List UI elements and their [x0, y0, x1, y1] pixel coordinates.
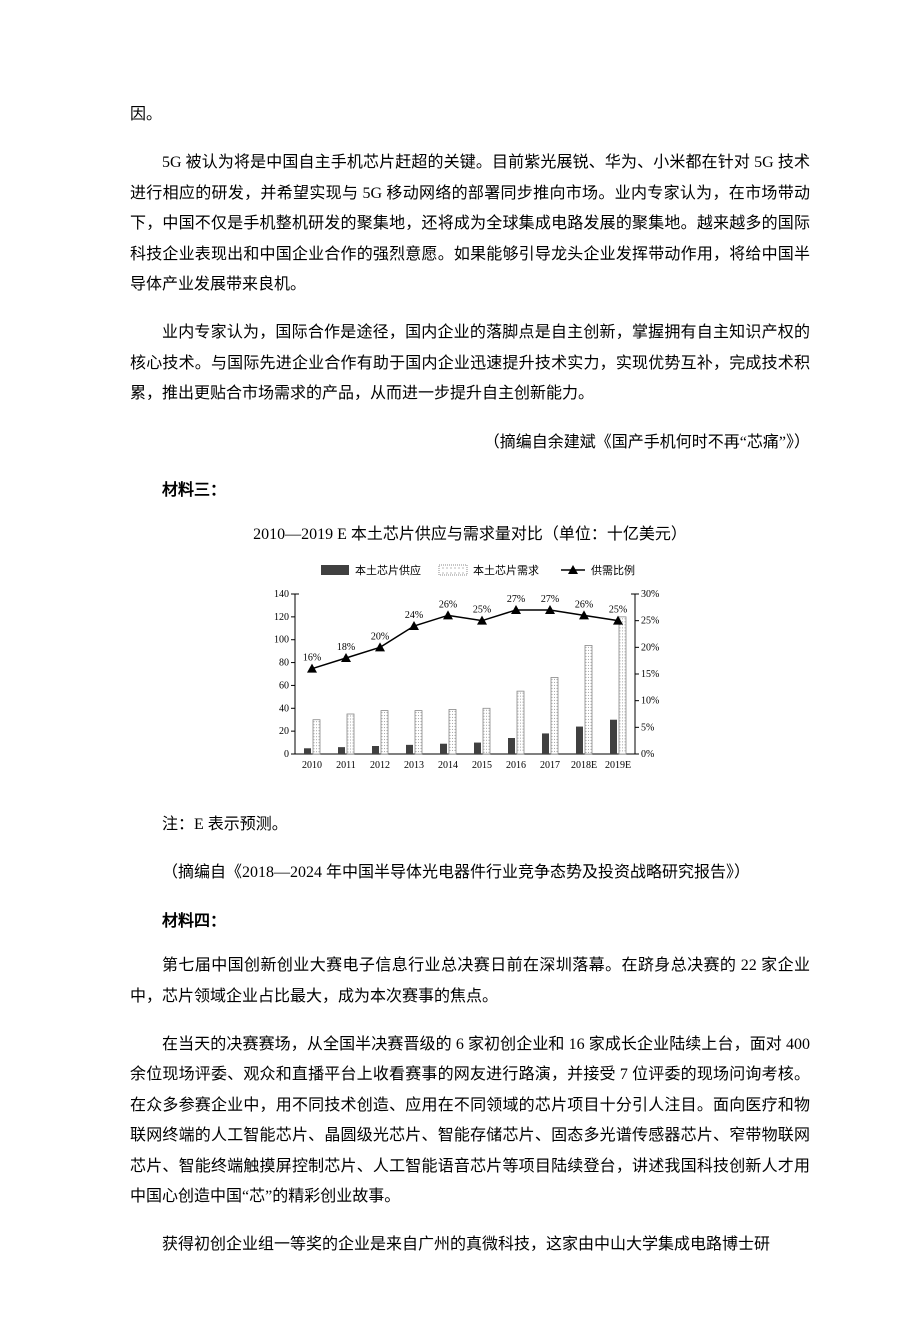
svg-text:25%: 25% — [473, 604, 491, 615]
svg-text:10%: 10% — [641, 695, 659, 706]
svg-text:18%: 18% — [337, 642, 355, 653]
svg-text:26%: 26% — [439, 599, 457, 610]
svg-text:2011: 2011 — [336, 760, 356, 771]
svg-text:2016: 2016 — [506, 760, 526, 771]
page: 因。 5G 被认为将是中国自主手机芯片赶超的关键。目前紫光展锐、华为、小米都在针… — [0, 0, 920, 1339]
svg-text:40: 40 — [279, 703, 289, 714]
svg-text:本土芯片需求: 本土芯片需求 — [473, 563, 539, 577]
svg-text:27%: 27% — [541, 594, 559, 605]
svg-text:80: 80 — [279, 657, 289, 668]
paragraph-5g: 5G 被认为将是中国自主手机芯片赶超的关键。目前紫光展锐、华为、小米都在针对 5… — [130, 148, 810, 300]
svg-text:120: 120 — [274, 612, 289, 623]
svg-text:5%: 5% — [641, 722, 654, 733]
svg-text:20: 20 — [279, 726, 289, 737]
svg-text:15%: 15% — [641, 669, 659, 680]
svg-text:2018E: 2018E — [571, 760, 597, 771]
svg-text:25%: 25% — [641, 615, 659, 626]
svg-text:140: 140 — [274, 589, 289, 600]
svg-text:2015: 2015 — [472, 760, 492, 771]
svg-text:2012: 2012 — [370, 760, 390, 771]
material4-heading: 材料四： — [130, 907, 810, 937]
material3-heading: 材料三： — [130, 476, 810, 506]
svg-text:20%: 20% — [641, 642, 659, 653]
svg-text:本土芯片供应: 本土芯片供应 — [355, 563, 421, 577]
source-citation-2: （摘编自余建斌《国产手机何时不再“芯痛”》） — [130, 428, 810, 458]
svg-text:2017: 2017 — [540, 760, 560, 771]
paragraph-m4-1: 第七届中国创新创业大赛电子信息行业总决赛日前在深圳落幕。在跻身总决赛的 22 家… — [130, 951, 810, 1012]
svg-text:2010: 2010 — [302, 760, 322, 771]
svg-text:2019E: 2019E — [605, 760, 631, 771]
svg-text:16%: 16% — [303, 652, 321, 663]
svg-text:27%: 27% — [507, 594, 525, 605]
svg-text:30%: 30% — [641, 589, 659, 600]
svg-text:24%: 24% — [405, 610, 423, 621]
svg-text:20%: 20% — [371, 631, 389, 642]
source-citation-3: （摘编自《2018—2024 年中国半导体光电器件行业竞争态势及投资战略研究报告… — [130, 858, 810, 888]
svg-text:60: 60 — [279, 680, 289, 691]
svg-text:0%: 0% — [641, 749, 654, 760]
chart-svg: 本土芯片供应 本土芯片需求 供需比例 0 20 40 60 80 100 120 140 0% 5% 10… — [255, 559, 685, 789]
svg-text:2013: 2013 — [404, 760, 424, 771]
svg-text:100: 100 — [274, 634, 289, 645]
svg-text:0: 0 — [284, 749, 289, 760]
svg-text:26%: 26% — [575, 599, 593, 610]
chart-container: 2010—2019 E 本土芯片供应与需求量对比（单位：十亿美元） 本土芯片供应… — [130, 520, 810, 800]
note-e: 注：E 表示预测。 — [130, 810, 810, 840]
paragraph-m4-3: 获得初创企业组一等奖的企业是来自广州的真微科技，这家由中山大学集成电路博士研 — [130, 1230, 810, 1260]
svg-text:供需比例: 供需比例 — [591, 563, 635, 577]
svg-text:2014: 2014 — [438, 760, 458, 771]
paragraph-experts: 业内专家认为，国际合作是途径，国内企业的落脚点是自主创新，掌握拥有自主知识产权的… — [130, 318, 810, 409]
chart-title: 2010—2019 E 本土芯片供应与需求量对比（单位：十亿美元） — [130, 520, 810, 550]
svg-text:25%: 25% — [609, 604, 627, 615]
paragraph-m4-2: 在当天的决赛赛场，从全国半决赛晋级的 6 家初创企业和 16 家成长企业陆续上台… — [130, 1030, 810, 1212]
paragraph-continuation-yin: 因。 — [130, 100, 810, 130]
